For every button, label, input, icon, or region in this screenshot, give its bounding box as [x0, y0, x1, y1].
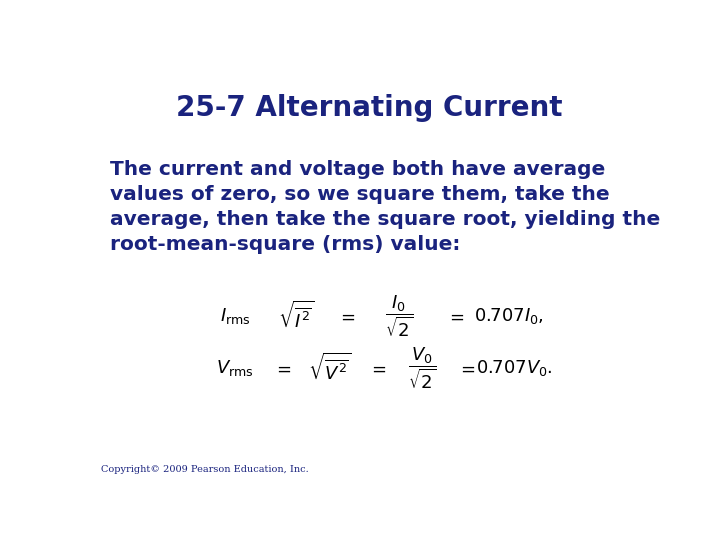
Text: $=$: $=$ — [446, 307, 465, 326]
Text: $0.707V_0.$: $0.707V_0.$ — [476, 359, 552, 379]
Text: $0.707I_0,$: $0.707I_0,$ — [474, 306, 544, 326]
Text: $=$: $=$ — [273, 359, 292, 377]
Text: $\dfrac{I_0}{\sqrt{2}}$: $\dfrac{I_0}{\sqrt{2}}$ — [385, 293, 414, 339]
Text: $\dfrac{V_0}{\sqrt{2}}$: $\dfrac{V_0}{\sqrt{2}}$ — [408, 346, 436, 392]
Text: The current and voltage both have average
values of zero, so we square them, tak: The current and voltage both have averag… — [109, 160, 660, 254]
Text: $=$: $=$ — [457, 359, 476, 377]
Text: 25-7 Alternating Current: 25-7 Alternating Current — [176, 94, 562, 122]
Text: $\sqrt{\overline{V^2}}$: $\sqrt{\overline{V^2}}$ — [308, 353, 351, 383]
Text: $=$: $=$ — [368, 359, 387, 377]
Text: $I_\mathrm{rms}$: $I_\mathrm{rms}$ — [220, 306, 251, 326]
Text: $=$: $=$ — [338, 307, 356, 326]
Text: $\sqrt{\overline{I^2}}$: $\sqrt{\overline{I^2}}$ — [279, 301, 315, 332]
Text: $V_\mathrm{rms}$: $V_\mathrm{rms}$ — [216, 359, 254, 379]
Text: Copyright© 2009 Pearson Education, Inc.: Copyright© 2009 Pearson Education, Inc. — [101, 465, 309, 474]
